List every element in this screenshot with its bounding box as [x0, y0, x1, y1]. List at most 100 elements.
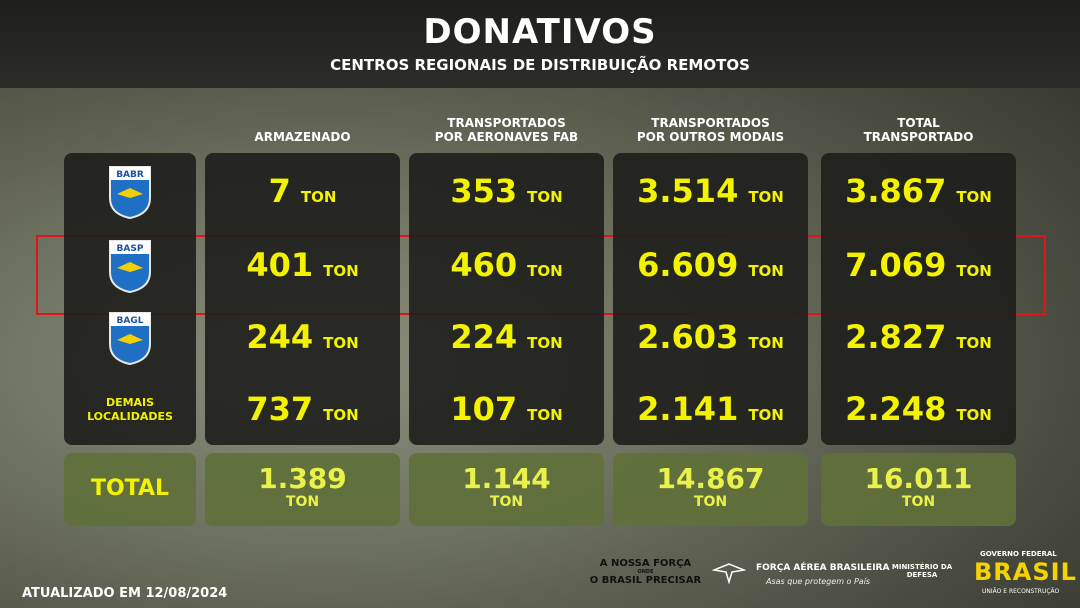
unit: TON: [489, 494, 524, 510]
value-cell: 244 TON: [205, 318, 400, 358]
value-cell: 7 TON: [205, 172, 400, 212]
column-box: [205, 153, 400, 445]
column-box: [821, 153, 1016, 445]
unit: TON: [527, 406, 563, 424]
slogan: A NOSSA FORÇA ONDE O BRASIL PRECISAR: [588, 558, 703, 586]
badge-band: [110, 313, 150, 326]
value-cell: 2.141 TON: [613, 390, 808, 430]
unit: TON: [527, 334, 563, 352]
total-value: 16.011: [864, 462, 973, 495]
value-cell: 6.609 TON: [613, 246, 808, 286]
gov: GOVERNO FEDERAL: [980, 550, 1057, 558]
value-cell: 353 TON: [409, 172, 604, 212]
badge: BAGL: [109, 312, 151, 366]
value: 2.248: [845, 390, 947, 428]
column-header: TOTAL TRANSPORTADO: [863, 116, 974, 144]
fab-tagline: Asas que protegem o País: [766, 577, 871, 586]
column-header: TRANSPORTADOS POR AERONAVES FAB: [434, 116, 579, 144]
subtitle: CENTROS REGIONAIS DE DISTRIBUIÇÃO REMOTO…: [330, 56, 750, 74]
column-box: [613, 153, 808, 445]
value-cell: 2.248 TON: [821, 390, 1016, 430]
total-label-box: [64, 453, 196, 526]
badge-band: [110, 241, 150, 254]
total-value: 1.144: [462, 462, 551, 495]
badge-emblem: [117, 262, 143, 272]
title: DONATIVOS: [423, 12, 657, 52]
value-cell: 107 TON: [409, 390, 604, 430]
value-cell: 224 TON: [409, 318, 604, 358]
unit: TON: [748, 406, 784, 424]
total-cell: 1.144 TON: [409, 462, 604, 511]
total-value: 14.867: [656, 462, 765, 495]
value: 3.867: [845, 172, 947, 210]
unit: TON: [527, 188, 563, 206]
total-cell: 14.867 TON: [613, 462, 808, 511]
badge-label: BABR: [116, 170, 144, 180]
unit: TON: [527, 262, 563, 280]
total-label: TOTAL: [90, 476, 170, 501]
total-box: [205, 453, 400, 526]
brasil-logo: BRASIL: [974, 558, 1077, 586]
unit: TON: [956, 406, 992, 424]
value-cell: 7.069 TON: [821, 246, 1016, 286]
badge: BASP: [109, 240, 151, 294]
total-cell: 1.389 TON: [205, 462, 400, 511]
fab-name: FORÇA AÉREA BRASILEIRA: [756, 563, 890, 573]
badge-emblem: [117, 188, 143, 198]
total-value: 1.389: [258, 462, 347, 495]
value: 6.609: [637, 246, 739, 284]
value: 7.069: [845, 246, 947, 284]
value: 460: [450, 246, 518, 284]
header-band: [0, 0, 1080, 88]
value: 107: [450, 390, 518, 428]
value-cell: 3.867 TON: [821, 172, 1016, 212]
unit: TON: [693, 494, 728, 510]
gov-tagline: UNIÃO E RECONSTRUÇÃO: [982, 588, 1060, 595]
value: 401: [246, 246, 314, 284]
updated-date: ATUALIZADO EM 12/08/2024: [22, 586, 228, 601]
ministry: MINISTÉRIO DA DEFESA: [891, 563, 953, 579]
value: 353: [450, 172, 518, 210]
unit: TON: [956, 262, 992, 280]
value: 2.603: [637, 318, 739, 356]
unit: TON: [300, 188, 337, 206]
unit: TON: [901, 494, 936, 510]
value: 3.514: [637, 172, 739, 210]
unit: TON: [956, 334, 992, 352]
unit: TON: [323, 262, 359, 280]
value-cell: 2.827 TON: [821, 318, 1016, 358]
value-cell: 3.514 TON: [613, 172, 808, 212]
fab-wings: [712, 563, 746, 584]
unit: TON: [748, 334, 784, 352]
value-cell: 737 TON: [205, 390, 400, 430]
value-cell: 2.603 TON: [613, 318, 808, 358]
badge-label: BAGL: [117, 316, 144, 326]
badge-band: [110, 167, 150, 180]
badge-emblem: [117, 334, 143, 344]
total-box: [409, 453, 604, 526]
unit: TON: [285, 494, 320, 510]
value-cell: 401 TON: [205, 246, 400, 286]
badge-label: BASP: [117, 244, 144, 254]
total-box: [821, 453, 1016, 526]
total-cell: 16.011 TON: [821, 462, 1016, 511]
value: 224: [450, 318, 518, 356]
unit: TON: [323, 406, 359, 424]
row-label: DEMAIS LOCALIDADES: [87, 396, 173, 423]
unit: TON: [748, 188, 784, 206]
value: 244: [246, 318, 314, 356]
column-header: TRANSPORTADOS POR OUTROS MODAIS: [636, 116, 785, 144]
unit: TON: [748, 262, 784, 280]
badge: BABR: [109, 166, 151, 220]
unit: TON: [956, 188, 992, 206]
slogan-bottom: O BRASIL PRECISAR: [589, 575, 702, 586]
value-cell: 460 TON: [409, 246, 604, 286]
column-header: ARMAZENADO: [254, 130, 351, 144]
value: 2.827: [845, 318, 947, 356]
slogan-top: A NOSSA FORÇA: [599, 558, 692, 569]
value: 737: [246, 390, 314, 428]
value: 2.141: [637, 390, 739, 428]
slogan-mid: ONDE: [637, 569, 654, 575]
column-box: [409, 153, 604, 445]
